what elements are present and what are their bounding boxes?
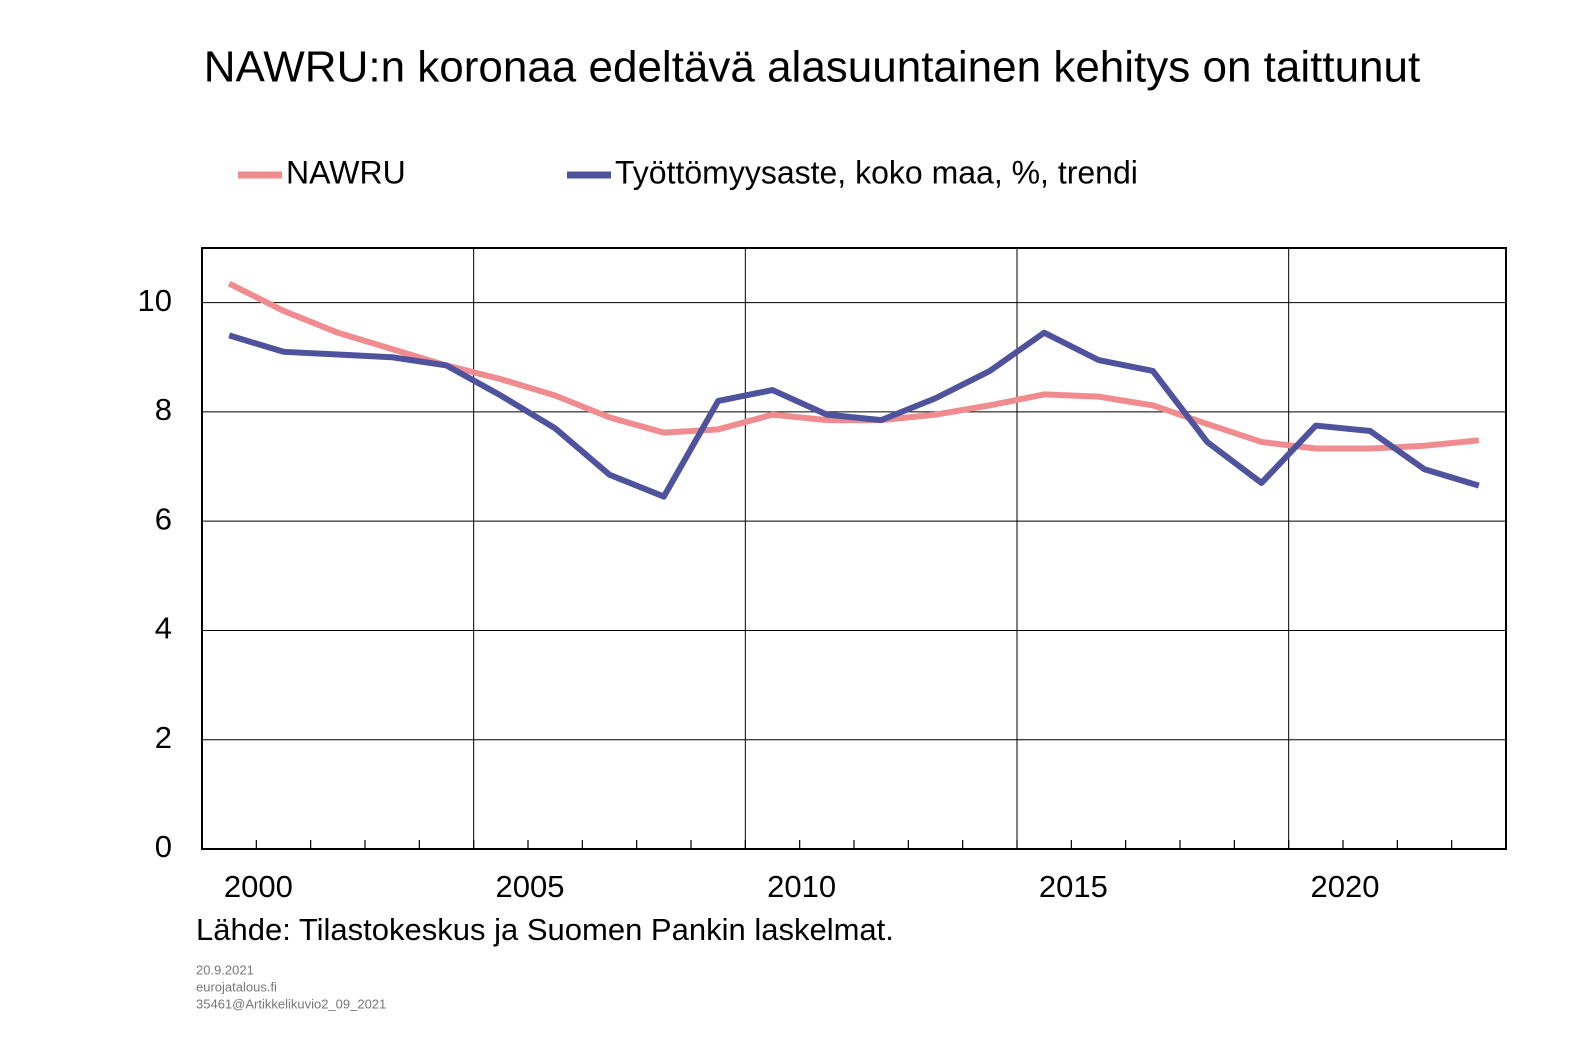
- source-note: Lähde: Tilastokeskus ja Suomen Pankin la…: [196, 912, 894, 947]
- y-tick-label: 6: [155, 501, 172, 536]
- legend-label: Työttömyysaste, koko maa, %, trendi: [615, 154, 1138, 190]
- y-tick-label: 10: [138, 283, 172, 318]
- x-tick-label: 2000: [224, 869, 293, 904]
- footer-line: 20.9.2021: [196, 962, 254, 977]
- footer-line: 35461@Artikkelikuvio2_09_2021: [196, 996, 386, 1011]
- y-tick-label: 2: [155, 720, 172, 755]
- x-tick-label: 2015: [1039, 869, 1108, 904]
- footer-line: eurojatalous.fi: [196, 979, 277, 994]
- line-series: [227, 280, 1480, 452]
- legend-label: NAWRU: [286, 154, 406, 190]
- x-tick-label: 2020: [1311, 869, 1380, 904]
- x-tick-label: 2005: [496, 869, 565, 904]
- y-tick-label: 0: [155, 829, 172, 864]
- chart-title: NAWRU:n koronaa edeltävä alasuuntainen k…: [204, 43, 1420, 92]
- y-tick-label: 4: [155, 611, 172, 646]
- line-series: [228, 329, 1480, 500]
- y-tick-label: 8: [155, 392, 172, 427]
- x-tick-label: 2010: [767, 869, 836, 904]
- plot-frame: [201, 247, 1507, 850]
